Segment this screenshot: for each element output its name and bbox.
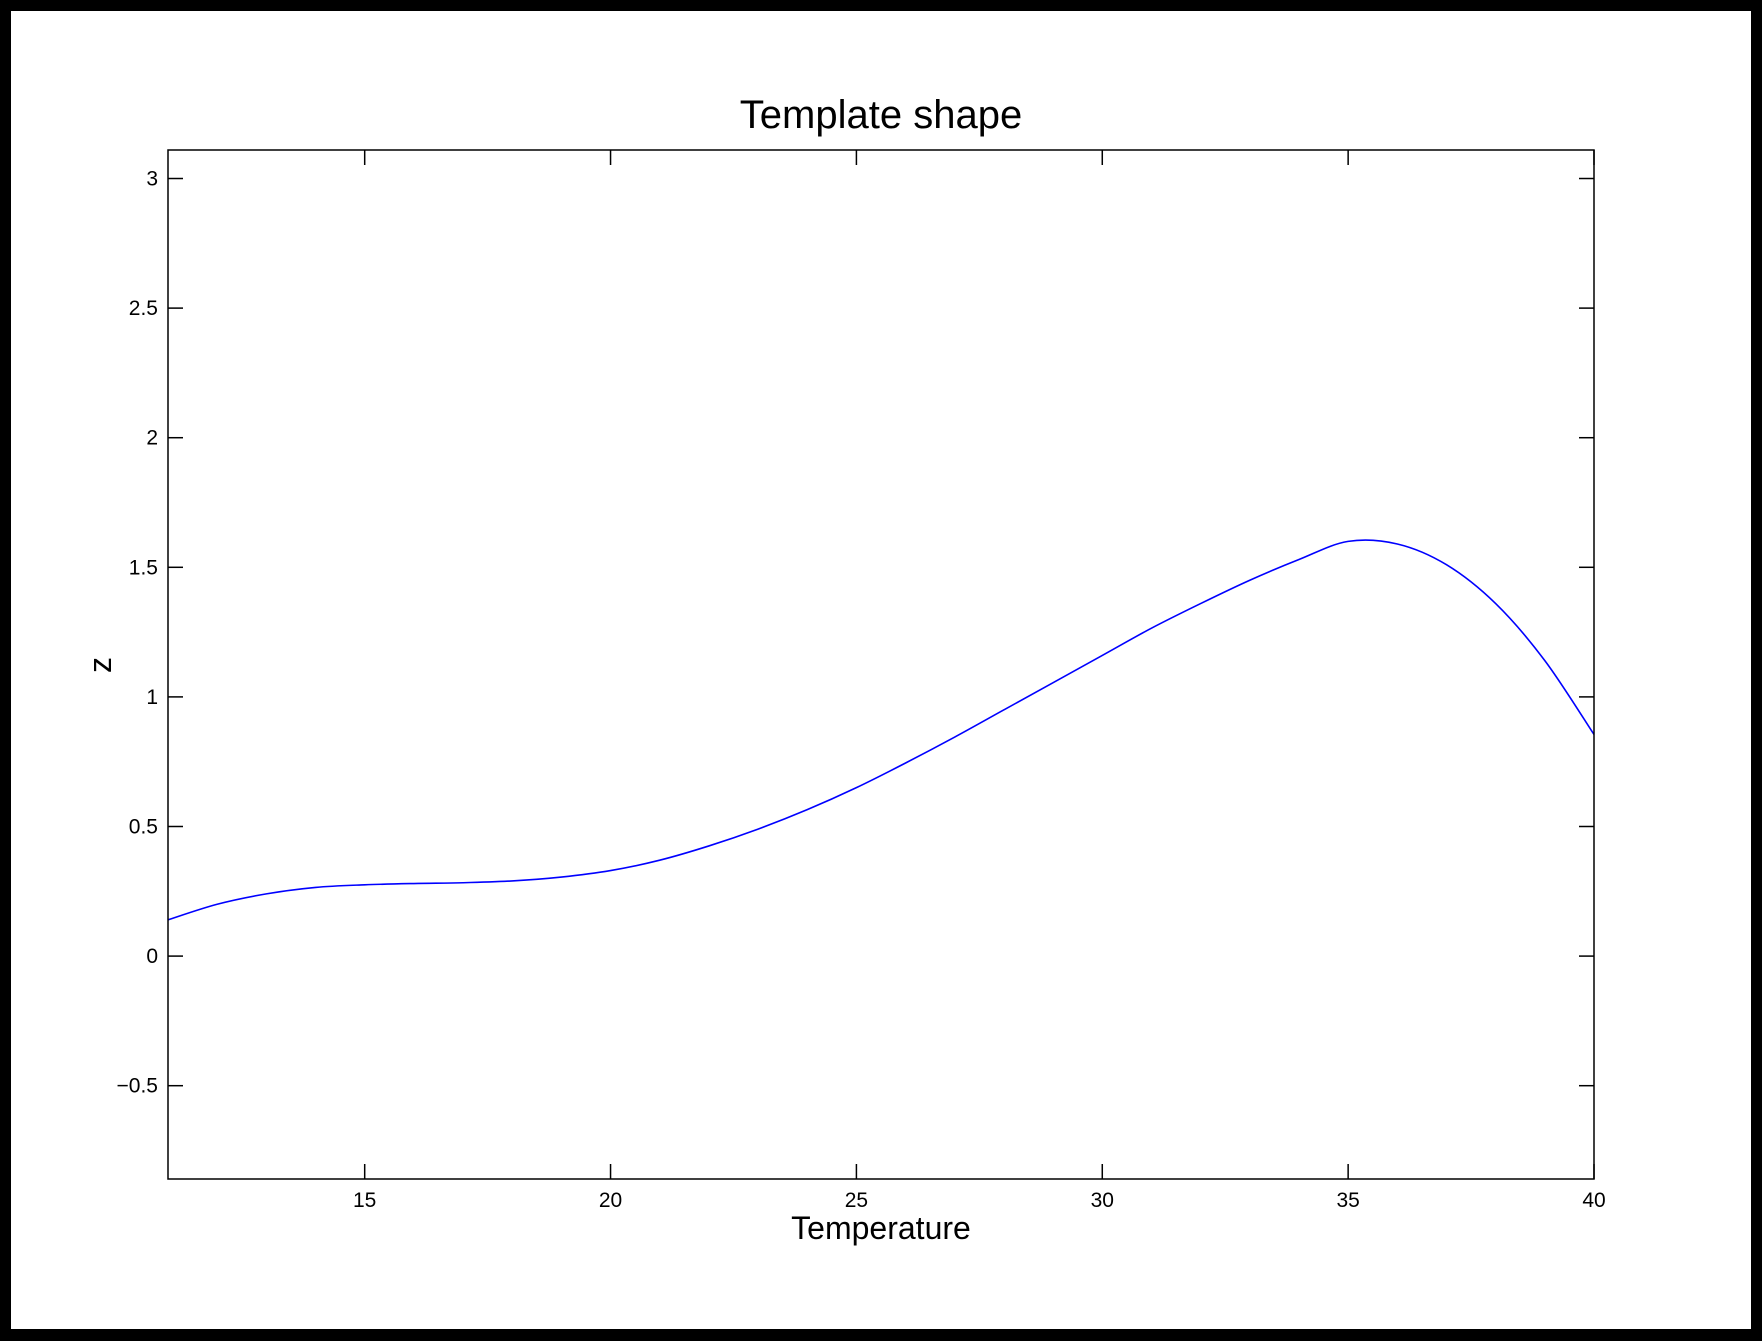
x-axis-title: Temperature [791,1210,971,1246]
y-tick-label: 3 [146,168,158,191]
x-tick-label: 40 [1582,1189,1605,1212]
plot-area-background [168,150,1594,1179]
y-tick-label: 1.5 [129,556,158,579]
series-layer [167,539,1595,921]
figure-canvas: 15 20 25 30 35 40 −0.5 0 0.5 1 1.5 2 2.5 3 Template s… [11,11,1751,1329]
y-tick-label: 0.5 [129,815,158,838]
x-tick-label: 20 [599,1189,622,1212]
y-tick-label: 1 [146,686,158,709]
y-tick-label: 2 [146,427,158,450]
x-tick-label: 25 [845,1189,868,1212]
x-tick-label: 15 [353,1189,376,1212]
y-tick-label: 0 [146,945,158,968]
series-line-0 [167,539,1595,921]
x-tick-label: 30 [1091,1189,1114,1212]
y-axis-title: z [82,657,118,673]
plot-area-frame [167,149,1595,1180]
ticks-layer: 15 20 25 30 35 40 −0.5 0 0.5 1 1.5 2 2.5 3 [117,150,1606,1212]
y-tick-label: 2.5 [129,297,158,320]
y-tick-label: −0.5 [117,1075,158,1098]
chart-title: Template shape [740,93,1022,137]
x-tick-label: 35 [1336,1189,1359,1212]
line-chart: 15 20 25 30 35 40 −0.5 0 0.5 1 1.5 2 2.5 3 Template s… [82,93,1606,1246]
